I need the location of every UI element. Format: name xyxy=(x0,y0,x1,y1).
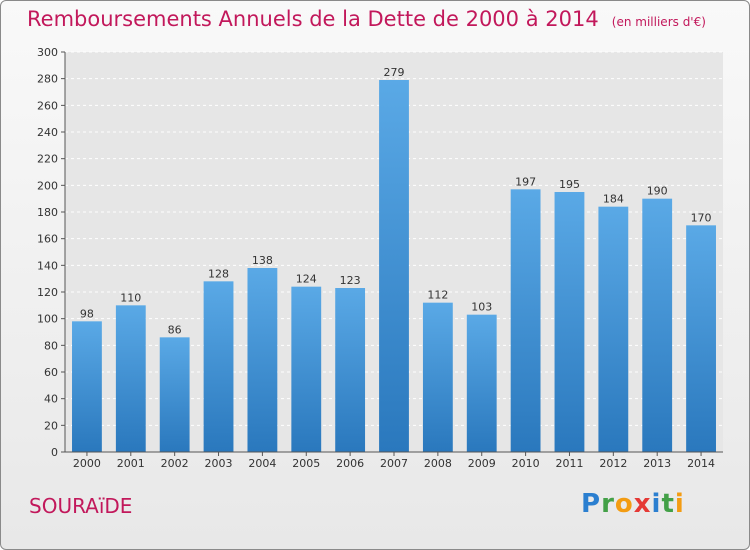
bar xyxy=(642,198,673,452)
bar-value-label: 195 xyxy=(559,178,580,191)
y-tick-label: 120 xyxy=(37,286,58,299)
bar-value-label: 138 xyxy=(252,254,273,267)
y-tick-label: 220 xyxy=(37,153,58,166)
x-tick-label: 2009 xyxy=(468,457,496,470)
bar xyxy=(598,206,629,452)
y-tick-label: 40 xyxy=(44,393,58,406)
x-tick-label: 2005 xyxy=(292,457,320,470)
x-tick-label: 2004 xyxy=(248,457,276,470)
y-tick-label: 200 xyxy=(37,179,58,192)
bar-value-label: 170 xyxy=(691,211,712,224)
logo-letter: i xyxy=(674,489,685,519)
bar-value-label: 128 xyxy=(208,267,229,280)
bar xyxy=(510,189,541,453)
axis-layer: 0 20 40 60 80 100 120 140 160 180 200 220 240 260 280 3… xyxy=(37,46,723,470)
bar xyxy=(379,80,409,452)
logo-letter: i xyxy=(651,489,662,519)
x-tick-label: 2011 xyxy=(555,457,583,470)
bar-value-label: 86 xyxy=(168,323,182,336)
x-tick-label: 2008 xyxy=(424,457,452,470)
bar-value-label: 197 xyxy=(515,175,536,188)
bar xyxy=(422,302,453,452)
commune-name: SOURAïDE xyxy=(29,494,133,518)
bar-value-label: 124 xyxy=(296,273,317,286)
x-tick-label: 2013 xyxy=(643,457,671,470)
bar-value-label: 112 xyxy=(427,289,448,302)
y-tick-label: 60 xyxy=(44,366,58,379)
y-tick-label: 0 xyxy=(51,446,58,459)
logo-letter: t xyxy=(661,489,675,519)
bar xyxy=(115,305,146,452)
bar xyxy=(247,268,278,452)
proxiti-logo: Proxiti xyxy=(581,489,685,519)
bar xyxy=(554,192,585,452)
chart-title-row: Remboursements Annuels de la Dette de 20… xyxy=(27,7,706,31)
bar xyxy=(686,225,716,452)
y-tick-label: 240 xyxy=(37,126,58,139)
bar xyxy=(466,314,497,452)
bar-value-label: 123 xyxy=(340,274,361,287)
bar-layer: 98 110 86 128 138 124 123 279 112 103 197 195 184 190… xyxy=(72,66,716,453)
y-tick-label: 300 xyxy=(37,46,58,59)
bar-value-label: 98 xyxy=(80,307,94,320)
bar-value-label: 190 xyxy=(647,185,668,198)
y-tick-label: 160 xyxy=(37,233,58,246)
chart-subtitle: (en milliers d'€) xyxy=(611,15,706,29)
x-tick-label: 2001 xyxy=(117,457,145,470)
bar xyxy=(291,286,322,452)
x-tick-label: 2003 xyxy=(205,457,233,470)
y-tick-label: 100 xyxy=(37,313,58,326)
logo-letter: r xyxy=(601,489,615,519)
logo-letter: P xyxy=(581,489,602,519)
bar xyxy=(159,337,190,452)
x-tick-label: 2002 xyxy=(161,457,189,470)
bar-value-label: 103 xyxy=(471,301,492,314)
y-tick-label: 280 xyxy=(37,73,58,86)
logo-letter: o xyxy=(614,489,634,519)
logo-letter: x xyxy=(633,489,652,519)
x-tick-label: 2000 xyxy=(73,457,101,470)
bar-value-label: 110 xyxy=(120,291,141,304)
x-tick-label: 2010 xyxy=(512,457,540,470)
y-tick-label: 260 xyxy=(37,99,58,112)
x-tick-label: 2012 xyxy=(599,457,627,470)
bar xyxy=(335,288,366,452)
bar xyxy=(72,321,102,452)
x-tick-label: 2014 xyxy=(687,457,715,470)
chart-title: Remboursements Annuels de la Dette de 20… xyxy=(27,7,599,31)
y-tick-label: 140 xyxy=(37,259,58,272)
x-tick-label: 2007 xyxy=(380,457,408,470)
y-tick-label: 80 xyxy=(44,339,58,352)
y-tick-label: 20 xyxy=(44,419,58,432)
bar-value-label: 279 xyxy=(384,66,405,79)
x-tick-label: 2006 xyxy=(336,457,364,470)
y-tick-label: 180 xyxy=(37,206,58,219)
bar xyxy=(203,281,234,452)
bar-value-label: 184 xyxy=(603,193,624,206)
